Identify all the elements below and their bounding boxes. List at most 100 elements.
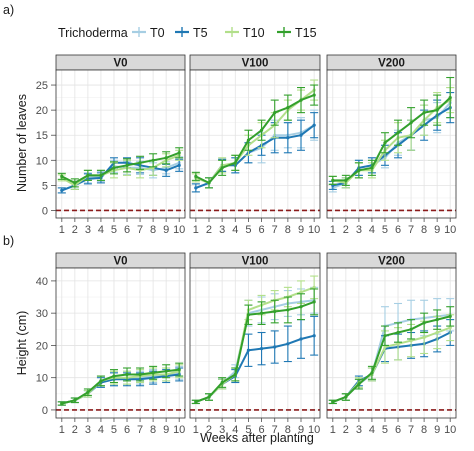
x-tick-label: 6 <box>395 424 401 436</box>
data-point-t15 <box>99 379 103 383</box>
x-tick-label: 9 <box>298 224 304 236</box>
x-tick-label: 8 <box>285 224 291 236</box>
x-tick-label: 10 <box>308 224 320 236</box>
data-point-t15 <box>409 327 413 331</box>
data-point-t15 <box>448 95 452 100</box>
facet-label-v0: V0 <box>113 256 127 268</box>
x-tick-label: 2 <box>72 224 78 236</box>
data-point-t15 <box>233 161 237 165</box>
data-point-t15 <box>435 318 439 322</box>
x-tick-label: 2 <box>343 424 349 436</box>
data-point-t15 <box>259 128 264 132</box>
data-point-t15 <box>357 382 361 386</box>
x-tick-label: 10 <box>173 224 185 236</box>
x-tick-label: 6 <box>395 224 401 236</box>
series-line-t15 <box>332 315 451 403</box>
legend-label-t10: T10 <box>243 26 265 40</box>
data-point-t10 <box>312 285 316 289</box>
x-tick-label: 3 <box>219 224 225 236</box>
x-tick-label: 2 <box>206 424 212 436</box>
panel-border <box>189 69 321 219</box>
data-point-t5 <box>194 186 198 190</box>
data-point-t15 <box>357 168 361 172</box>
x-tick-label: 1 <box>193 424 199 436</box>
data-point-t15 <box>194 400 198 404</box>
x-tick-label: 4 <box>369 224 375 236</box>
data-point-t15 <box>164 156 168 160</box>
data-point-t5 <box>60 188 64 193</box>
x-tick-label: 6 <box>124 224 130 236</box>
data-point-t5 <box>177 163 181 167</box>
data-point-t15 <box>233 372 237 377</box>
data-point-t15 <box>177 151 181 155</box>
legend-label-t15: T15 <box>295 26 317 40</box>
plot-area <box>56 70 185 218</box>
y-tick-label: 20 <box>36 105 48 117</box>
facet-label-v200: V200 <box>378 58 405 70</box>
legend-label-t5: T5 <box>193 26 208 40</box>
x-tick-label: 10 <box>444 424 456 436</box>
data-point-t15 <box>125 372 129 377</box>
y-axis-title-leaves: Number of leaves <box>15 94 29 192</box>
series-line-t15 <box>61 368 180 405</box>
data-point-t15 <box>164 369 168 373</box>
legend-label-t0: T0 <box>150 26 165 40</box>
x-tick-label: 2 <box>343 224 349 236</box>
x-tick-label: 10 <box>444 224 456 236</box>
x-tick-label: 4 <box>232 424 238 436</box>
data-point-t15 <box>86 173 90 177</box>
x-tick-label: 5 <box>382 224 388 236</box>
panel-label-b: b) <box>3 234 14 248</box>
data-point-t15 <box>422 111 426 115</box>
y-tick-label: 0 <box>42 405 48 417</box>
panel-label-a: a) <box>3 3 14 17</box>
y-tick-label: 5 <box>42 180 48 192</box>
x-tick-label: 4 <box>98 424 104 436</box>
data-point-t15 <box>246 138 251 142</box>
y-axis-title-height: Height (cm) <box>15 311 29 376</box>
data-point-t15 <box>207 181 211 185</box>
plot-area <box>56 268 185 418</box>
x-tick-label: 7 <box>272 224 278 236</box>
data-point-t5 <box>246 348 251 352</box>
data-point-t15 <box>448 314 452 318</box>
series-line-t5 <box>61 161 180 192</box>
panel-border <box>189 267 321 419</box>
facet-label-v100: V100 <box>242 58 269 70</box>
data-point-t15 <box>396 131 400 135</box>
x-tick-label: 6 <box>259 424 265 436</box>
data-point-t15 <box>125 163 129 167</box>
x-tick-label: 5 <box>111 224 117 236</box>
data-point-t15 <box>207 395 211 399</box>
data-point-t15 <box>194 174 198 178</box>
x-tick-label: 5 <box>111 424 117 436</box>
x-tick-label: 9 <box>434 424 440 436</box>
data-point-t15 <box>73 181 77 185</box>
series-line-t15 <box>195 300 315 403</box>
data-point-t15 <box>344 178 348 182</box>
data-point-t15 <box>409 121 413 125</box>
data-point-t15 <box>60 401 64 406</box>
panel-border <box>55 267 186 419</box>
data-point-t5 <box>286 136 290 140</box>
data-point-t5 <box>164 168 168 172</box>
x-tick-label: 7 <box>408 224 414 236</box>
data-point-t15 <box>312 300 316 304</box>
x-tick-label: 2 <box>72 424 78 436</box>
x-tick-label: 9 <box>163 424 169 436</box>
plot-area <box>190 70 320 218</box>
data-point-t10 <box>383 345 387 349</box>
x-tick-label: 9 <box>434 224 440 236</box>
facet-label-v100: V100 <box>242 256 269 268</box>
data-point-t15 <box>138 372 142 377</box>
data-point-t15 <box>151 158 155 162</box>
y-tick-label: 25 <box>36 80 48 92</box>
facet-label-v0: V0 <box>113 58 127 70</box>
series-line-t15 <box>332 96 451 182</box>
data-point-t15 <box>259 311 264 315</box>
x-tick-label: 6 <box>259 224 265 236</box>
panel-border <box>326 69 457 219</box>
x-tick-label: 7 <box>137 424 143 436</box>
